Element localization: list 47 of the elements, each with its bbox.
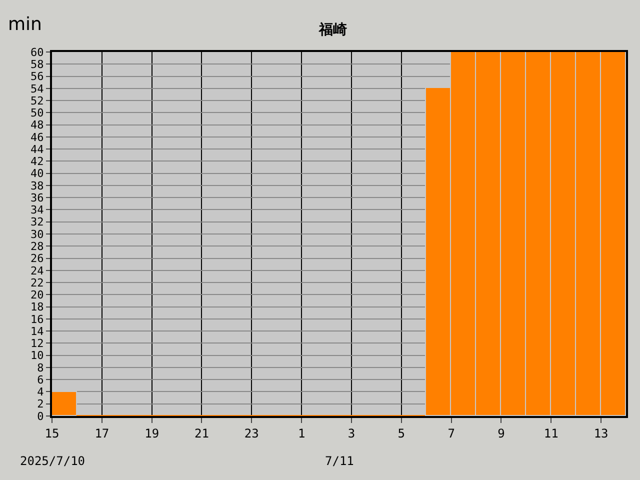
y-tick-label: 26 — [30, 252, 44, 266]
y-tick-label: 0 — [37, 410, 44, 423]
y-tick-label: 6 — [37, 373, 44, 386]
y-tick-label: 34 — [30, 204, 44, 217]
y-tick-label: 8 — [37, 361, 44, 374]
y-tick-label: 38 — [30, 179, 44, 192]
x-tick-label: 23 — [244, 426, 259, 440]
text: 7/11 — [325, 454, 354, 468]
text: 2025/7/10 — [20, 454, 86, 468]
y-axis-title: min — [8, 14, 42, 35]
x-tick-label: 9 — [498, 426, 505, 440]
y-tick-label: 54 — [30, 82, 44, 96]
y-tick-label: 30 — [30, 228, 44, 241]
y-tick-label: 4 — [37, 386, 44, 399]
x-tick-label: 3 — [348, 426, 356, 440]
y-tick-label: 28 — [30, 240, 44, 253]
y-tick-label: 12 — [30, 337, 44, 350]
y-tick-label: 22 — [30, 276, 44, 290]
y-tick-label: 48 — [30, 118, 44, 132]
x-tick-label: 1 — [298, 426, 306, 440]
y-tick-label: 18 — [30, 300, 44, 314]
y-tick-label: 56 — [30, 70, 44, 84]
x-tick-label: 13 — [594, 426, 608, 440]
y-tick-label: 20 — [30, 288, 44, 302]
y-tick-label: 32 — [30, 216, 44, 229]
x-tick-label: 17 — [94, 426, 110, 440]
x-tick-label: 11 — [544, 426, 558, 440]
y-tick-label: 2 — [37, 398, 44, 411]
x-tick-label: 19 — [144, 426, 160, 440]
y-tick-label: 50 — [30, 106, 44, 120]
x-tick-label: 7 — [448, 426, 455, 440]
y-tick-label: 46 — [30, 130, 44, 144]
y-tick-label: 42 — [30, 155, 44, 168]
y-tick-label: 40 — [30, 167, 44, 180]
y-tick-label: 36 — [30, 191, 44, 204]
y-tick-label: 14 — [30, 324, 44, 338]
y-tick-label: 58 — [30, 58, 44, 71]
y-tick-label: 24 — [30, 264, 44, 278]
y-tick-label: 60 — [30, 46, 44, 59]
y-tick-label: 10 — [30, 349, 44, 362]
x-tick-label: 5 — [398, 426, 406, 440]
x-tick-label: 21 — [194, 426, 209, 440]
y-tick-label: 52 — [30, 94, 44, 108]
y-tick-label: 16 — [30, 312, 44, 326]
chart-title: 福崎 — [318, 20, 347, 38]
y-tick-label: 44 — [30, 142, 44, 156]
x-tick-label: 15 — [44, 426, 60, 440]
